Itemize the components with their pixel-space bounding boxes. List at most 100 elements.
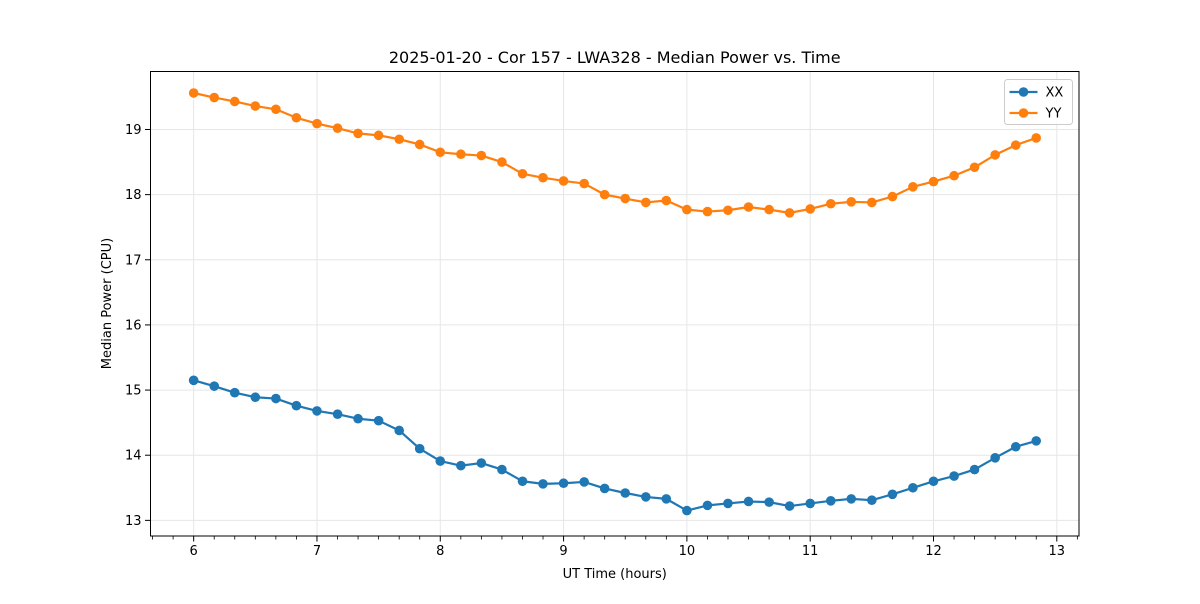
data-point-XX bbox=[743, 496, 754, 507]
data-point-XX bbox=[312, 406, 322, 416]
legend-sample-marker-XX bbox=[1018, 87, 1029, 97]
y-tick-label: 14 bbox=[125, 449, 142, 464]
data-point-YY bbox=[394, 134, 405, 145]
data-point-YY bbox=[332, 123, 343, 133]
data-point-YY bbox=[990, 150, 1000, 160]
data-point-XX bbox=[517, 476, 528, 487]
data-point-XX bbox=[332, 409, 343, 419]
data-point-YY bbox=[928, 176, 939, 187]
data-point-XX bbox=[497, 464, 507, 475]
data-point-XX bbox=[353, 413, 363, 424]
x-tick-label: 13 bbox=[1049, 544, 1066, 559]
data-point-XX bbox=[784, 501, 795, 511]
data-point-YY bbox=[1031, 133, 1042, 143]
axes-layer bbox=[150, 71, 1080, 537]
data-point-XX bbox=[558, 478, 569, 489]
grid-layer bbox=[150, 71, 1079, 536]
data-point-YY bbox=[723, 205, 733, 216]
x-axis-label: UT Time (hours) bbox=[563, 567, 667, 582]
data-point-YY bbox=[887, 191, 898, 202]
data-point-XX bbox=[990, 453, 1000, 463]
data-point-YY bbox=[538, 172, 548, 183]
data-point-YY bbox=[250, 101, 261, 111]
tick-layer: 6 7 8 9 10 11 12 13 13 14 15 16 17 18 19 bbox=[125, 123, 1078, 559]
series-layer bbox=[188, 88, 1042, 516]
data-point-XX bbox=[1010, 441, 1021, 452]
data-point-YY bbox=[867, 197, 877, 208]
y-tick-label: 18 bbox=[125, 188, 142, 203]
data-point-YY bbox=[805, 204, 815, 214]
data-point-YY bbox=[353, 128, 363, 139]
data-point-XX bbox=[188, 375, 199, 386]
x-tick-label: 11 bbox=[802, 544, 819, 559]
data-point-YY bbox=[517, 168, 528, 179]
data-point-YY bbox=[949, 170, 959, 181]
data-point-XX bbox=[538, 479, 548, 489]
data-point-XX bbox=[887, 489, 898, 500]
data-point-YY bbox=[846, 196, 857, 207]
data-point-XX bbox=[435, 456, 446, 466]
chart-title: 2025-01-20 - Cor 157 - LWA328 - Median P… bbox=[389, 48, 841, 67]
x-tick-label: 6 bbox=[190, 544, 198, 559]
x-tick-label: 10 bbox=[679, 544, 696, 559]
data-point-YY bbox=[558, 176, 569, 186]
data-point-YY bbox=[599, 189, 610, 200]
data-point-XX bbox=[867, 495, 877, 505]
data-point-YY bbox=[1010, 140, 1021, 150]
data-point-YY bbox=[414, 139, 425, 150]
data-point-YY bbox=[825, 198, 836, 209]
legend-label-XX: XX bbox=[1046, 86, 1064, 101]
data-point-XX bbox=[620, 488, 631, 498]
data-point-XX bbox=[229, 387, 240, 398]
y-tick-label: 17 bbox=[125, 253, 142, 268]
y-tick-label: 13 bbox=[125, 514, 142, 529]
data-point-YY bbox=[641, 197, 651, 208]
data-point-XX bbox=[599, 483, 610, 494]
legend: XX YY bbox=[1004, 79, 1073, 125]
data-point-XX bbox=[908, 482, 918, 493]
data-point-XX bbox=[250, 392, 261, 403]
data-point-YY bbox=[661, 195, 672, 206]
data-point-XX bbox=[969, 464, 980, 475]
data-point-YY bbox=[682, 204, 692, 215]
data-point-XX bbox=[928, 476, 939, 487]
y-tick-label: 15 bbox=[125, 384, 142, 399]
data-point-YY bbox=[476, 150, 487, 161]
data-point-YY bbox=[456, 149, 466, 160]
data-point-XX bbox=[805, 498, 815, 509]
data-point-YY bbox=[908, 182, 918, 192]
data-point-XX bbox=[702, 500, 713, 511]
data-point-YY bbox=[620, 193, 631, 204]
data-point-XX bbox=[723, 498, 733, 509]
data-point-XX bbox=[579, 477, 589, 487]
data-point-XX bbox=[373, 415, 384, 426]
x-tick-label: 12 bbox=[925, 544, 942, 559]
data-point-YY bbox=[702, 206, 713, 217]
data-point-YY bbox=[229, 96, 240, 107]
data-point-YY bbox=[579, 178, 589, 189]
data-point-YY bbox=[784, 208, 795, 218]
plot-border bbox=[150, 71, 1080, 537]
data-point-XX bbox=[825, 496, 836, 506]
y-axis-label: Median Power (CPU) bbox=[100, 238, 115, 369]
data-point-YY bbox=[497, 157, 507, 167]
y-tick-label: 19 bbox=[125, 123, 142, 138]
data-point-XX bbox=[1031, 436, 1042, 446]
data-point-XX bbox=[764, 497, 774, 507]
data-point-YY bbox=[312, 118, 322, 129]
data-point-YY bbox=[291, 112, 302, 123]
legend-label-YY: YY bbox=[1045, 107, 1062, 122]
data-point-YY bbox=[764, 204, 774, 215]
x-tick-label: 9 bbox=[559, 544, 567, 559]
data-point-YY bbox=[373, 130, 384, 141]
data-point-XX bbox=[949, 471, 959, 481]
data-point-YY bbox=[209, 92, 220, 103]
data-point-XX bbox=[394, 425, 405, 436]
data-point-XX bbox=[641, 492, 651, 502]
y-tick-label: 16 bbox=[125, 318, 142, 333]
data-point-XX bbox=[291, 400, 302, 411]
data-point-XX bbox=[414, 443, 425, 454]
data-point-YY bbox=[435, 147, 446, 158]
